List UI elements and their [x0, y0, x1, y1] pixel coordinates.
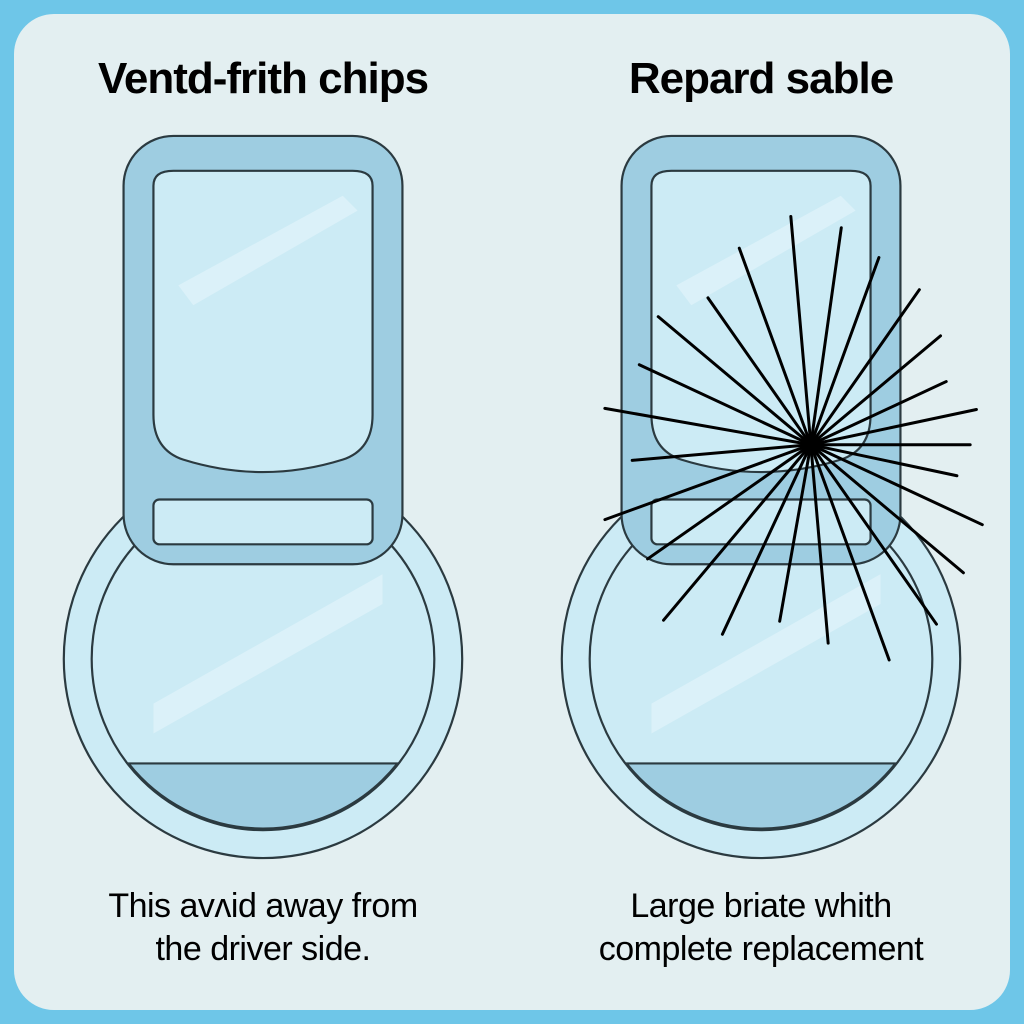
right-column: Repard sable Large briate whith complete… [512, 14, 1010, 1010]
left-caption-line2: the driver side. [155, 930, 370, 968]
right-heading: Repard sable [629, 54, 893, 104]
windshield-shape-left [64, 136, 462, 858]
inner-panel: Ventd-frith chips This avʌid away from t… [14, 14, 1010, 1010]
left-column: Ventd-frith chips This avʌid away from t… [14, 14, 512, 1010]
outer-frame: Ventd-frith chips This avʌid away from t… [0, 0, 1024, 1024]
right-caption: Large briate whith complete replacement [569, 885, 954, 1010]
left-caption: This avʌid away from the driver side. [78, 885, 447, 1010]
left-caption-line1: This avʌid away from [108, 887, 417, 925]
left-heading: Ventd-frith chips [98, 54, 428, 104]
right-diagram [512, 104, 1010, 885]
windshield-cracked-icon [512, 104, 1010, 885]
left-diagram [14, 104, 512, 885]
right-caption-line1: Large briate whith [630, 887, 891, 925]
windshield-shape-right [562, 136, 960, 858]
windshield-clean-icon [14, 104, 512, 885]
right-caption-line2: complete replacement [599, 930, 924, 968]
columns: Ventd-frith chips This avʌid away from t… [14, 14, 1010, 1010]
